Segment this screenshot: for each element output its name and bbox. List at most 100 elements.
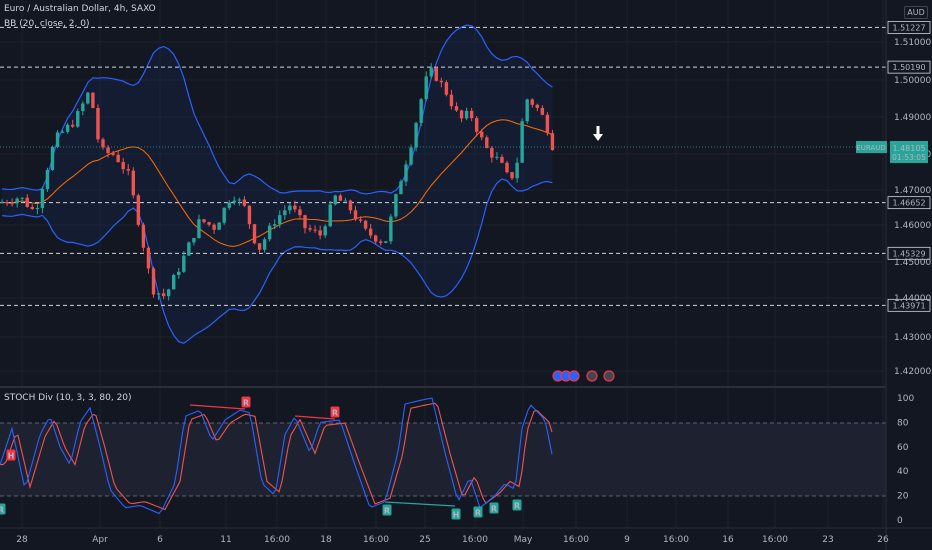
bollinger-band-fill: [2, 25, 553, 344]
candle-body: [192, 237, 196, 243]
time-tick: 16:00: [563, 535, 589, 545]
level-label: 1.43971: [892, 301, 925, 310]
time-tick: 11: [220, 535, 231, 545]
candle-body: [308, 228, 312, 230]
candle-body: [101, 139, 105, 148]
candle-body: [121, 162, 125, 170]
stoch-k-line: [0, 397, 553, 515]
candle-body: [313, 229, 317, 231]
candle-body: [540, 107, 545, 115]
stoch-axis[interactable]: 100 80 60 40 20 0: [897, 394, 914, 526]
candle-body: [273, 224, 277, 226]
divergence-marker-label: R: [475, 509, 481, 518]
candle-body: [454, 106, 459, 111]
candle-body: [293, 205, 297, 210]
candle-body: [434, 67, 438, 81]
price-tick: 1.45000: [894, 258, 931, 268]
candle-body: [358, 219, 363, 221]
bearish-divergence-line: [294, 415, 336, 420]
candle-body: [485, 137, 489, 148]
candle-body: [495, 156, 499, 158]
candle-body: [257, 243, 262, 250]
candle-body: [475, 118, 479, 132]
price-tick: 1.42000: [894, 367, 931, 377]
candle-body: [520, 121, 524, 163]
divergence-marker-label: R: [0, 506, 4, 515]
candle-body: [65, 124, 70, 132]
candle-body: [323, 226, 327, 236]
candle-body: [247, 205, 252, 225]
bb-fill-area: [2, 25, 553, 344]
stoch-tick: 80: [897, 418, 909, 428]
arrow-down-icon: [593, 126, 603, 141]
divergence-marker: [382, 504, 392, 516]
candle-body: [267, 225, 272, 240]
time-tick: 25: [419, 535, 430, 545]
level-label: 1.46652: [892, 199, 925, 208]
candle-body: [5, 202, 9, 204]
candle-body: [20, 197, 24, 199]
divergence-marker: [451, 508, 461, 520]
divergence-marker-label: R: [243, 399, 249, 408]
candle-body: [131, 170, 135, 196]
bb-lower: [1, 178, 553, 344]
current-price-label: 1.48105: [892, 144, 925, 153]
bb-indicator-label[interactable]: BB (20, close, 2, 0): [4, 19, 90, 29]
countdown-label: 01:53:05: [892, 153, 926, 162]
candle-body: [399, 181, 403, 195]
time-tick: 16:00: [762, 535, 788, 545]
stoch-zone: [0, 423, 886, 496]
bearish-divergence-line: [189, 404, 246, 410]
candle-body: [535, 104, 539, 108]
events-icon[interactable]: [552, 370, 615, 382]
time-tick: Apr: [92, 535, 108, 545]
time-tick: 16:00: [663, 535, 689, 545]
candle-body: [212, 224, 216, 230]
time-tick: 23: [822, 535, 833, 545]
level-label: 1.45329: [892, 249, 925, 258]
stoch-indicator-label[interactable]: STOCH Div (10, 3, 3, 80, 20): [4, 393, 132, 403]
candle-body: [348, 200, 353, 211]
level-tag: [887, 246, 931, 260]
time-tick: 9: [624, 535, 630, 545]
level-tag: [887, 21, 931, 34]
candle-body: [91, 92, 95, 108]
candle-body: [207, 222, 211, 225]
candle-body: [35, 208, 40, 210]
candle-body: [515, 162, 519, 179]
divergence-marker-label: H: [453, 511, 460, 520]
stoch-tick: 0: [897, 516, 903, 526]
divergence-marker-label: R: [491, 505, 497, 514]
candle-body: [242, 199, 247, 206]
candle-body: [505, 162, 509, 173]
candle-body: [419, 99, 423, 123]
price-tick: 1.44000: [894, 294, 931, 304]
candle-body: [232, 200, 236, 203]
time-axis[interactable]: 28 Apr 6 11 16:00 18 16:00 25 16:00 May 16:00 9 16:0…: [16, 535, 889, 545]
candle-body: [384, 241, 388, 243]
candle-body: [288, 205, 292, 211]
candle-body: [530, 99, 534, 105]
candle-body: [389, 216, 393, 242]
candle-body: [480, 131, 484, 138]
time-tick: 16:00: [363, 535, 389, 545]
candle-body: [10, 203, 14, 205]
candle-body: [262, 239, 267, 250]
bollinger-bands: [1, 24, 553, 344]
bullish-divergence-line: [384, 501, 456, 507]
candle-body: [429, 67, 433, 77]
symbol-title[interactable]: Euro / Australian Dollar, 4h, SAXO: [4, 4, 156, 14]
time-tick: May: [514, 535, 533, 545]
candle-body: [550, 133, 555, 151]
candle-body: [252, 224, 257, 244]
candle-body: [126, 169, 130, 171]
candle-body: [166, 289, 171, 297]
bb-upper: [1, 24, 553, 195]
currency-badge[interactable]: AUD: [904, 6, 928, 19]
candle-body: [424, 76, 428, 100]
candle-body: [116, 154, 120, 163]
candle-body: [76, 111, 80, 127]
divergence-marker: [241, 396, 251, 408]
candle-body: [379, 241, 383, 243]
